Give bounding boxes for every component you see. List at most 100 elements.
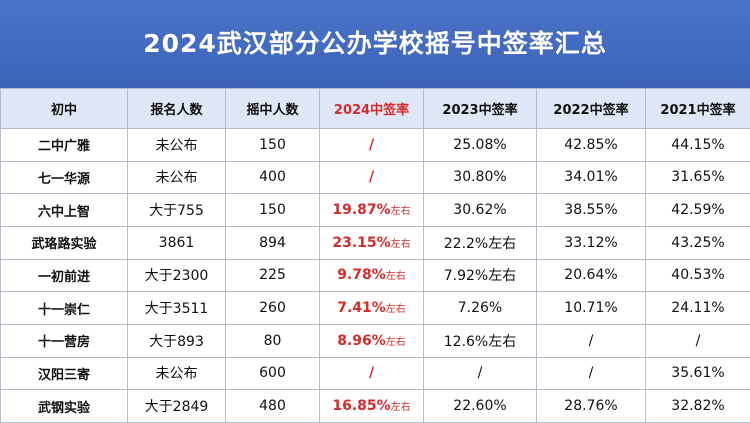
applicants-cell: 3861: [127, 225, 226, 260]
column-header-selected: 摇中人数: [225, 88, 320, 129]
table-row: 六中上智 大于755 150 19.87%左右 30.62% 38.55% 42.59%: [0, 193, 750, 227]
selected-cell: 80: [225, 323, 320, 358]
title-banner: 2024武汉部分公办学校摇号中签率汇总: [0, 0, 750, 88]
rate-2023-cell: 25.08%: [423, 128, 537, 162]
rate-2024-value: 7.41%: [337, 300, 386, 317]
applicants-value: 未公布: [155, 137, 198, 154]
rate-2021-value: 42.59%: [671, 202, 725, 219]
selected-value: 225: [259, 267, 286, 284]
rate-2024-note: 左右: [385, 271, 406, 283]
applicants-value: 大于755: [149, 203, 204, 220]
selected-cell: 480: [225, 389, 320, 423]
rate-2024-value: 19.87%: [332, 202, 391, 219]
table-row: 十一崇仁 大于3511 260 7.41%左右 7.26% 10.71% 24.11%: [0, 291, 750, 325]
school-name-cell: 武钢实验: [0, 389, 128, 423]
rate-2023-cell: 22.2%左右: [423, 225, 537, 260]
rate-2024-cell: 8.96%左右: [319, 323, 424, 358]
rate-2022-cell: /: [536, 323, 646, 358]
selected-value: 260: [259, 300, 286, 317]
rate-2023-value: 12.6%左右: [443, 333, 517, 350]
rate-2023-value: /: [477, 365, 483, 382]
rate-2021-value: 44.15%: [671, 136, 725, 153]
rate-2021-cell: /: [645, 323, 750, 358]
rate-2024-value: 16.85%: [332, 398, 391, 415]
school-name-cell: 一初前进: [0, 258, 128, 293]
table-row: 二中广雅 未公布 150 / 25.08% 42.85% 44.15%: [0, 128, 750, 162]
applicants-cell: 未公布: [127, 160, 226, 195]
rate-2022-cell: 33.12%: [536, 225, 646, 260]
rate-2021-value: 40.53%: [671, 267, 725, 284]
rate-2024-note: 左右: [390, 206, 411, 218]
rate-2024-cell: 9.78%左右: [319, 258, 424, 293]
school-name-cell: 汉阳三寄: [0, 356, 128, 391]
rate-2024-cell: 23.15%左右: [319, 225, 424, 260]
rate-2023-cell: 7.92%左右: [423, 258, 537, 293]
rate-2023-value: 25.08%: [453, 136, 507, 153]
selected-value: 400: [259, 169, 286, 186]
rate-2021-cell: 32.82%: [645, 389, 750, 423]
rate-2023-cell: 12.6%左右: [423, 323, 537, 358]
rate-2023-cell: /: [423, 356, 537, 391]
rate-2024-value: /: [368, 169, 375, 186]
rate-2024-value: /: [368, 136, 375, 153]
rate-2022-value: /: [588, 365, 594, 382]
applicants-value: 大于2849: [144, 399, 209, 416]
school-name: 武钢实验: [37, 400, 90, 416]
rate-2022-value: 42.85%: [564, 136, 618, 153]
applicants-cell: 未公布: [127, 356, 226, 391]
table-body: 二中广雅 未公布 150/25.08% 42.85% 44.15% 七一华源 未公布 400/…: [0, 128, 750, 423]
rate-2024-cell: 7.41%左右: [319, 291, 424, 325]
applicants-value: 3861: [158, 234, 195, 251]
selected-cell: 260: [225, 291, 320, 325]
applicants-cell: 大于755: [127, 193, 226, 227]
school-name-cell: 二中广雅: [0, 128, 128, 162]
rate-2023-value: 7.26%: [457, 300, 503, 317]
selected-value: 150: [259, 136, 286, 153]
school-name: 二中广雅: [37, 139, 90, 155]
rate-2023-cell: 22.60%: [423, 389, 537, 423]
rate-2024-note: 左右: [385, 304, 406, 316]
rate-2024-cell: /: [319, 356, 424, 391]
rate-2021-value: 32.82%: [671, 398, 725, 415]
rate-2023-cell: 30.62%: [423, 193, 537, 227]
rate-2022-value: 34.01%: [564, 169, 618, 186]
rate-2021-cell: 31.65%: [645, 160, 750, 195]
rate-2023-value: 22.60%: [453, 398, 507, 415]
applicants-value: 大于3511: [144, 301, 209, 318]
selected-cell: 400: [225, 160, 320, 195]
rate-2024-cell: 16.85%左右: [319, 389, 424, 423]
rate-2022-value: 20.64%: [564, 267, 618, 284]
school-name: 一初前进: [37, 269, 90, 285]
table-row: 武珞路实验 3861 894 23.15%左右 22.2%左右 33.12% 43.25%: [0, 225, 750, 260]
applicants-value: 未公布: [155, 366, 198, 383]
applicants-cell: 大于2849: [127, 389, 226, 423]
selected-cell: 600: [225, 356, 320, 391]
rate-2023-value: 22.2%左右: [443, 235, 517, 252]
school-name: 汉阳三寄: [37, 367, 90, 383]
school-name-cell: 六中上智: [0, 193, 128, 227]
school-name: 六中上智: [37, 204, 90, 220]
school-name: 七一华源: [37, 171, 90, 187]
applicants-value: 大于2300: [144, 268, 209, 285]
selected-cell: 225: [225, 258, 320, 293]
school-name: 武珞路实验: [31, 237, 97, 253]
rate-2023-value: 30.62%: [453, 202, 507, 219]
rate-2022-value: 38.55%: [564, 202, 618, 219]
column-header-rate-2021: 2021中签率: [645, 88, 750, 129]
rate-2022-value: 33.12%: [564, 234, 618, 251]
rate-2021-value: 31.65%: [671, 169, 725, 186]
table-row: 七一华源 未公布 400 / 30.80% 34.01% 31.65%: [0, 160, 750, 195]
selected-value: 80: [263, 332, 282, 349]
column-header-rate-2023: 2023中签率: [423, 88, 537, 129]
applicants-cell: 大于2300: [127, 258, 226, 293]
rate-2023-value: 30.80%: [453, 169, 507, 186]
school-name: 十一营房: [37, 335, 90, 351]
school-name: 十一崇仁: [37, 302, 90, 318]
rate-2022-cell: 34.01%: [536, 160, 646, 195]
lottery-rate-table: 初中 报名人数 摇中人数 2024中签率 2023中签率 2022中签率 202…: [0, 88, 750, 423]
applicants-value: 未公布: [155, 170, 198, 187]
rate-2024-note: 左右: [390, 402, 411, 414]
table-row: 汉阳三寄 未公布 600 / / / 35.61%: [0, 356, 750, 391]
rate-2022-value: /: [588, 332, 594, 349]
selected-value: 480: [259, 398, 286, 415]
